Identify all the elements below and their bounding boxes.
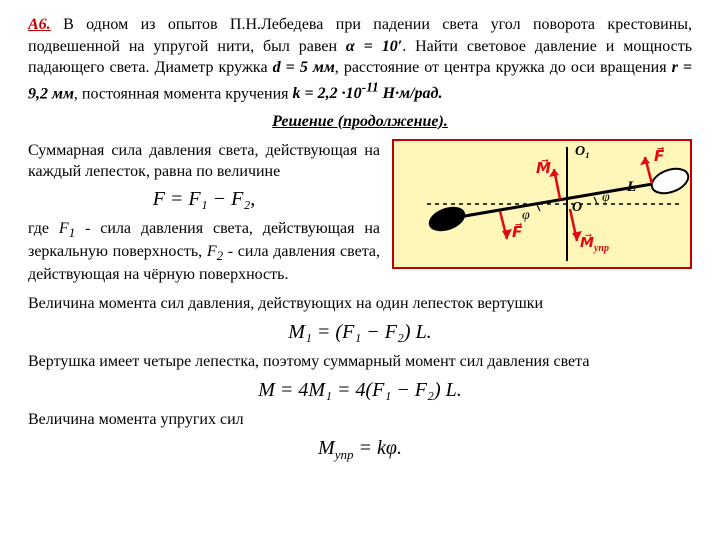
paragraph-3: Величина момента сил давления, действующ… (28, 294, 692, 315)
label-phi-left: φ (522, 208, 530, 223)
equation-1: F = F₁ − F₂, (28, 188, 380, 211)
paragraph-4: Вертушка имеет четыре лепестка, поэтому … (28, 352, 692, 373)
paragraph-2: где F1 - сила давления света, действующа… (28, 219, 380, 286)
equation-4: Mупр = kφ. (28, 437, 692, 463)
solution-heading: Решение (продолжение). (28, 113, 692, 131)
label-O1: O₁ (575, 144, 590, 159)
label-L: L (626, 179, 636, 195)
label-F-left: F⃗ (512, 222, 523, 241)
equation-2: M₁ = (F₁ − F₂) L. (28, 321, 692, 344)
equation-3: M = 4M₁ = 4(F₁ − F₂) L. (28, 379, 692, 402)
diagram-figure: O₁ O φ φ F⃗ (392, 139, 692, 269)
label-F-right: F⃗ (654, 146, 665, 165)
problem-statement: А6. В одном из опытов П.Н.Лебедева при п… (28, 14, 692, 105)
paragraph-1: Суммарная сила давления света, действующ… (28, 141, 380, 183)
problem-body: В одном из опытов П.Н.Лебедева при паден… (28, 16, 692, 102)
paragraph-5: Величина момента упругих сил (28, 410, 692, 431)
label-phi-right: φ (602, 190, 610, 205)
label-M: M⃗ (536, 158, 551, 177)
problem-label: А6. (28, 16, 51, 33)
label-O: O (572, 200, 582, 215)
